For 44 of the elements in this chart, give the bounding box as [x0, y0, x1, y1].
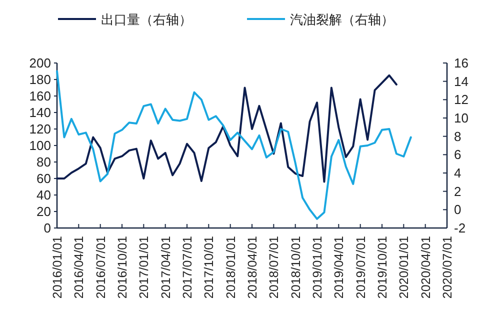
- x-tick-label: 2018/01/01: [224, 236, 238, 299]
- legend-label: 汽油裂解（右轴）: [290, 12, 394, 27]
- x-tick-label: 2018/10/01: [288, 236, 303, 299]
- y-tick-label: 120: [29, 122, 51, 136]
- line-series: [56, 70, 412, 220]
- x-tick-label: 2019/10/01: [376, 236, 390, 299]
- x-tick-label: 2016/01/01: [50, 236, 64, 299]
- y2-tick-label: 14: [454, 74, 468, 89]
- y-tick-label: 140: [29, 105, 51, 120]
- y2-tick-label: 2: [454, 184, 462, 199]
- y2-tick-label: -2: [454, 220, 466, 236]
- legend-label: 出口量（右轴）: [101, 12, 192, 27]
- x-tick-label: 2018/04/01: [246, 236, 260, 299]
- x-tick-label: 2017/01/01: [137, 236, 152, 299]
- x-tick-label: 2017/04/01: [158, 236, 173, 299]
- x-tick-label: 2017/10/01: [202, 236, 216, 299]
- y2-tick-label: 12: [454, 92, 468, 108]
- y-tick-label: 160: [29, 88, 51, 104]
- y2-tick-label: 4: [454, 166, 462, 180]
- y2-tick-label: 10: [454, 110, 468, 126]
- y-tick-label: 0: [44, 220, 51, 236]
- x-tick-label: 2020/01/01: [397, 236, 412, 299]
- y-tick-label: 200: [29, 56, 51, 70]
- y2-tick-label: 0: [454, 202, 462, 218]
- y-tick-label: 60: [36, 171, 51, 186]
- y-tick-label: 100: [29, 138, 51, 153]
- x-tick-label: 2019/04/01: [332, 236, 346, 299]
- x-tick-label: 2020/04/01: [418, 236, 433, 299]
- y2-tick-label: 16: [454, 56, 468, 70]
- x-tick-label: 2018/07/01: [267, 236, 282, 299]
- x-tick-label: 2020/07/01: [440, 236, 454, 299]
- line-series: [56, 74, 398, 183]
- x-tick-label: 2016/04/01: [72, 236, 86, 299]
- y2-tick-label: 6: [454, 147, 462, 162]
- y-tick-label: 20: [36, 204, 51, 219]
- y-tick-label: 80: [36, 154, 51, 170]
- x-tick-label: 2016/10/01: [116, 236, 130, 299]
- y-tick-label: 40: [36, 188, 51, 202]
- x-tick-label: 2016/07/01: [94, 236, 108, 299]
- x-tick-label: 2019/01/01: [310, 236, 324, 299]
- y2-tick-label: 8: [454, 128, 462, 144]
- x-tick-label: 2017/07/01: [180, 236, 194, 299]
- x-tick-label: 2019/07/01: [354, 236, 368, 299]
- y-tick-label: 180: [29, 72, 51, 87]
